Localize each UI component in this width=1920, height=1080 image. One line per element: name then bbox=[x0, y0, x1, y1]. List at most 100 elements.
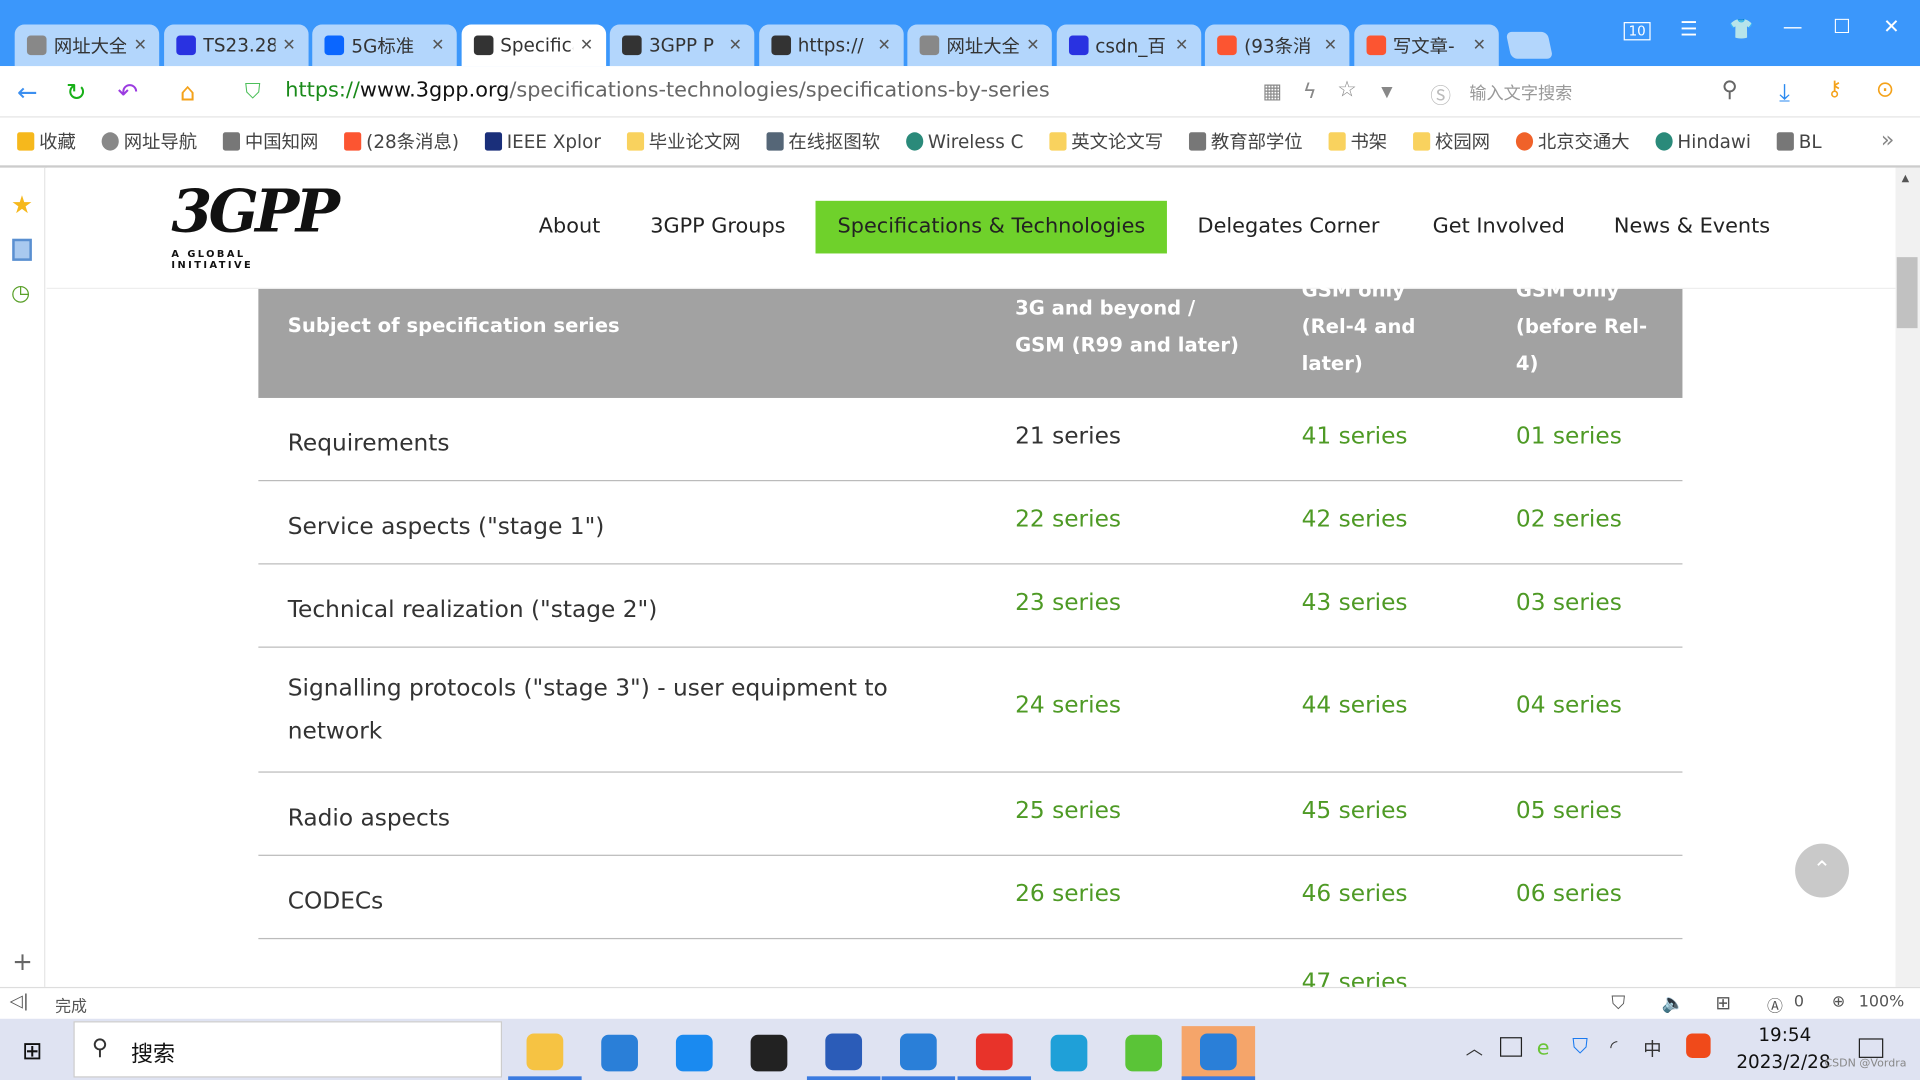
search-input[interactable]: 输入文字搜索 bbox=[1469, 84, 1573, 105]
ime-indicator[interactable]: 中 bbox=[1643, 1038, 1662, 1061]
windows-start-icon[interactable]: ⊞ bbox=[22, 1035, 43, 1066]
series-link-gsm-pre-rel4[interactable]: 03 series bbox=[1515, 588, 1622, 616]
series-link-3g[interactable]: 25 series bbox=[1015, 797, 1122, 825]
browser-tab[interactable]: (93条消 ✕ bbox=[1204, 24, 1350, 67]
close-tab-icon[interactable]: ✕ bbox=[1472, 36, 1486, 55]
refresh-icon[interactable]: ↻ bbox=[66, 77, 87, 107]
menu-icon[interactable]: ☰ bbox=[1680, 17, 1698, 41]
browser-tab[interactable]: Specifications ✕ bbox=[461, 24, 606, 67]
series-link-gsm-rel4[interactable]: 44 series bbox=[1301, 691, 1408, 719]
kugou-icon[interactable] bbox=[658, 1026, 731, 1080]
series-link-3g[interactable]: 24 series bbox=[1015, 691, 1122, 719]
close-tab-icon[interactable]: ✕ bbox=[431, 36, 445, 55]
url-input[interactable]: https://www.3gpp.org/specifications-tech… bbox=[285, 78, 1050, 103]
sticky-notes-icon[interactable] bbox=[732, 1026, 805, 1080]
mail-icon[interactable] bbox=[583, 1026, 656, 1080]
bookmark-item[interactable]: (28条消息) bbox=[344, 129, 459, 155]
bookmark-item[interactable]: IEEE Xplor bbox=[484, 130, 601, 152]
sogou-active-icon[interactable] bbox=[1181, 1026, 1256, 1080]
chevron-down-icon[interactable]: ▼ bbox=[1381, 83, 1393, 101]
reader-icon[interactable] bbox=[12, 238, 32, 261]
skin-icon[interactable]: 👕 bbox=[1728, 17, 1754, 41]
series-link-gsm-rel4[interactable]: 46 series bbox=[1301, 880, 1408, 908]
toolbox-icon[interactable]: ⊞ bbox=[1715, 991, 1731, 1014]
3gpp-logo[interactable]: 3GPP A GLOBAL INITIATIVE bbox=[171, 177, 339, 271]
nav-item[interactable]: News & Events bbox=[1613, 214, 1771, 239]
bookmark-item[interactable]: Wireless C bbox=[905, 130, 1023, 152]
scrollbar-thumb[interactable] bbox=[1896, 257, 1918, 329]
star-bookmark-icon[interactable]: ☆ bbox=[1337, 77, 1357, 103]
more-icon[interactable]: ⊙ bbox=[1875, 77, 1895, 103]
taskbar-search[interactable]: ⚲ 搜索 bbox=[73, 1021, 503, 1078]
series-link-gsm-rel4[interactable]: 43 series bbox=[1301, 588, 1408, 616]
search-icon[interactable]: ⚲ bbox=[1721, 77, 1738, 103]
word-icon[interactable] bbox=[806, 1026, 881, 1080]
adblock-icon[interactable]: Ⓐ bbox=[1766, 997, 1783, 1017]
zoom-icon[interactable]: ⊕ bbox=[1831, 993, 1846, 1012]
tray-expand-icon[interactable]: ︿ bbox=[1465, 1039, 1483, 1060]
edge-icon[interactable] bbox=[1032, 1026, 1105, 1080]
key-icon[interactable]: ⚷ bbox=[1826, 77, 1843, 102]
bookmark-item[interactable]: 毕业论文网 bbox=[626, 129, 741, 155]
nav-item[interactable]: About bbox=[538, 214, 601, 239]
bookmark-item[interactable]: 英文论文写 bbox=[1049, 129, 1163, 155]
series-link-3g[interactable]: 22 series bbox=[1015, 505, 1122, 533]
speaker-icon[interactable]: 🔈 bbox=[1661, 991, 1685, 1014]
history-icon[interactable]: ◷ bbox=[11, 280, 31, 307]
favorites-icon[interactable]: ★ bbox=[11, 189, 33, 220]
browser-tab[interactable]: 写文章- ✕ bbox=[1353, 24, 1499, 67]
sidebar-toggle-icon[interactable]: ◁| bbox=[9, 991, 29, 1012]
tray-sync-icon[interactable] bbox=[1500, 1037, 1523, 1057]
nav-item[interactable]: 3GPP Groups bbox=[650, 214, 786, 239]
clock-date[interactable]: 2023/2/28 bbox=[1736, 1050, 1831, 1073]
nav-item[interactable]: Delegates Corner bbox=[1197, 214, 1380, 239]
file-explorer-icon[interactable] bbox=[508, 1026, 582, 1080]
series-link-gsm-pre-rel4[interactable]: 05 series bbox=[1515, 797, 1622, 825]
close-tab-icon[interactable]: ✕ bbox=[1175, 36, 1189, 55]
wifi-icon[interactable]: ◜ bbox=[1610, 1035, 1618, 1058]
nav-item[interactable]: Specifications & Technologies bbox=[815, 200, 1168, 254]
close-tab-icon[interactable]: ✕ bbox=[1026, 36, 1040, 55]
bookmark-item[interactable]: Hindawi bbox=[1655, 130, 1751, 152]
add-icon[interactable]: + bbox=[12, 946, 33, 976]
series-link-gsm-pre-rel4[interactable]: 06 series bbox=[1515, 880, 1622, 908]
series-link-gsm-rel4[interactable]: 42 series bbox=[1301, 505, 1408, 533]
close-tab-icon[interactable]: ✕ bbox=[579, 36, 594, 55]
bookmark-item[interactable]: 收藏 bbox=[17, 129, 76, 155]
ie-icon[interactable] bbox=[1107, 1026, 1180, 1080]
back-icon[interactable]: ← bbox=[17, 77, 38, 107]
tab-count[interactable]: 10 bbox=[1623, 22, 1651, 41]
browser-tab[interactable]: https:// ✕ bbox=[758, 24, 904, 67]
sogou-browser-icon[interactable] bbox=[881, 1026, 956, 1080]
bookmark-item[interactable]: 在线抠图软 bbox=[766, 129, 880, 155]
series-link-3g[interactable]: 26 series bbox=[1015, 880, 1122, 908]
close-tab-icon[interactable]: ✕ bbox=[728, 36, 743, 55]
minimize-button[interactable]: — bbox=[1782, 14, 1803, 38]
shield-icon[interactable]: ⛉ bbox=[1611, 991, 1626, 1014]
browser-tab[interactable]: TS23.28 ✕ bbox=[163, 24, 308, 67]
undo-icon[interactable]: ↶ bbox=[117, 77, 139, 107]
bookmark-item[interactable]: 书架 bbox=[1328, 129, 1387, 155]
home-icon[interactable]: ⌂ bbox=[180, 77, 196, 107]
maximize-button[interactable]: ☐ bbox=[1833, 14, 1851, 38]
clock-time[interactable]: 19:54 bbox=[1758, 1023, 1812, 1046]
bookmark-item[interactable]: 北京交通大 bbox=[1515, 129, 1630, 155]
notification-icon[interactable] bbox=[1858, 1038, 1884, 1058]
bookmark-item[interactable]: 校园网 bbox=[1412, 129, 1490, 155]
tray-security-icon[interactable]: ⛉ bbox=[1572, 1034, 1588, 1060]
bookmark-item[interactable]: 网址导航 bbox=[101, 129, 197, 155]
nav-item[interactable]: Get Involved bbox=[1432, 214, 1565, 239]
tray-browser-icon[interactable]: e bbox=[1536, 1035, 1550, 1061]
back-to-top-button[interactable]: ⌃ bbox=[1795, 843, 1849, 898]
series-link-gsm-rel4[interactable]: 41 series bbox=[1301, 422, 1408, 450]
close-tab-icon[interactable]: ✕ bbox=[133, 36, 147, 55]
series-link-gsm-pre-rel4[interactable]: 04 series bbox=[1515, 691, 1622, 719]
sogou-ime-icon[interactable] bbox=[1686, 1033, 1711, 1058]
bookmark-item[interactable]: BL bbox=[1776, 130, 1822, 152]
bookmark-item[interactable]: 教育部学位 bbox=[1188, 129, 1303, 155]
lightning-icon[interactable]: ϟ bbox=[1302, 79, 1317, 105]
more-bookmarks-icon[interactable]: » bbox=[1880, 127, 1895, 154]
series-link-gsm-pre-rel4[interactable]: 01 series bbox=[1515, 422, 1622, 450]
browser-tab[interactable]: 网址大全 ✕ bbox=[907, 24, 1052, 67]
series-link-gsm-rel4[interactable]: 45 series bbox=[1301, 797, 1408, 825]
